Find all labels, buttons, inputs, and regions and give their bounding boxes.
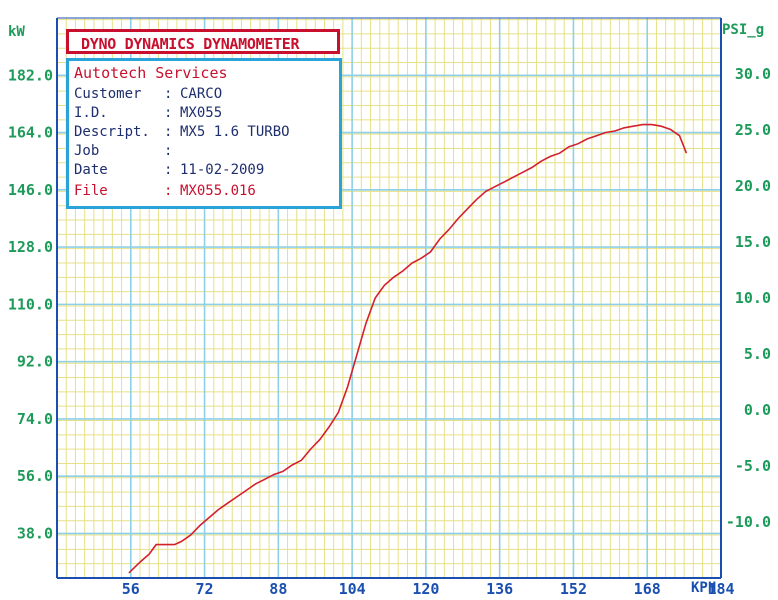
y-tick-label: 146.0 [8,181,53,199]
y2-tick-label: 5.0 [744,345,771,363]
info-row-customer: Customer: CARCO [74,86,223,102]
y2-tick-label: 15.0 [735,233,771,251]
y2-tick-label: 10.0 [735,289,771,307]
y-tick-label: 74.0 [17,410,53,428]
info-value: 11-02-2009 [180,162,265,178]
y-tick-label: 164.0 [8,124,53,142]
y-tick-label: 92.0 [17,353,53,371]
tick-labels: 38.0 56.0 74.0 92.0 110.0 128.0 146.0 164.0 182.… [8,65,771,598]
x-tick-label: 104 [339,580,366,598]
info-key: File [74,183,108,199]
y2-tick-label: -10.0 [726,513,771,531]
info-key: Descript. [74,124,150,140]
info-key: Date [74,162,108,178]
company-name: Autotech Services [74,64,228,82]
axes [56,17,722,579]
x-tick-label: 184 [707,580,734,598]
y-tick-label: 56.0 [17,467,53,485]
y-tick-label: 110.0 [8,295,53,313]
x-tick-label: 136 [486,580,513,598]
info-value: CARCO [180,86,223,102]
y2-tick-label: 0.0 [744,401,771,419]
info-row-id: I.D.: MX055 [74,105,223,121]
info-value: MX5 1.6 TURBO [180,124,290,140]
x-tick-label: 88 [269,580,287,598]
info-value: MX055.016 [180,183,256,199]
info-panel: Autotech Services Customer: CARCO I.D.: MX… [66,58,342,209]
y2-tick-label: -5.0 [735,457,771,475]
info-value: MX055 [180,105,223,121]
y2-axis-unit: PSI_g [722,22,764,38]
info-row-description: Descript.: MX5 1.6 TURBO [74,124,290,140]
info-row-date: Date:11-02-2009 [74,162,265,178]
y-axis-unit: kW [8,24,25,40]
x-tick-label: 56 [122,580,140,598]
y-tick-label: 182.0 [8,66,53,84]
y2-tick-label: 30.0 [735,65,771,83]
y2-tick-label: 25.0 [735,121,771,139]
info-key: Customer [74,86,142,102]
y-tick-label: 38.0 [17,524,53,542]
x-axis-unit: KPH [691,580,716,596]
x-tick-label: 168 [634,580,661,598]
y2-tick-label: 20.0 [735,177,771,195]
x-tick-label: 120 [412,580,439,598]
x-tick-label: 72 [196,580,214,598]
y-tick-label: 128.0 [8,238,53,256]
x-tick-label: 152 [560,580,587,598]
info-key: I.D. [74,105,108,121]
info-row-job: Job: [74,143,173,159]
info-row-file: File: MX055.016 [74,183,256,199]
chart-title-box: DYNO DYNAMICS DYNAMOMETER [66,29,340,54]
info-key: Job [74,143,100,159]
chart-title: DYNO DYNAMICS DYNAMOMETER [81,35,300,53]
power-curve [128,123,688,574]
